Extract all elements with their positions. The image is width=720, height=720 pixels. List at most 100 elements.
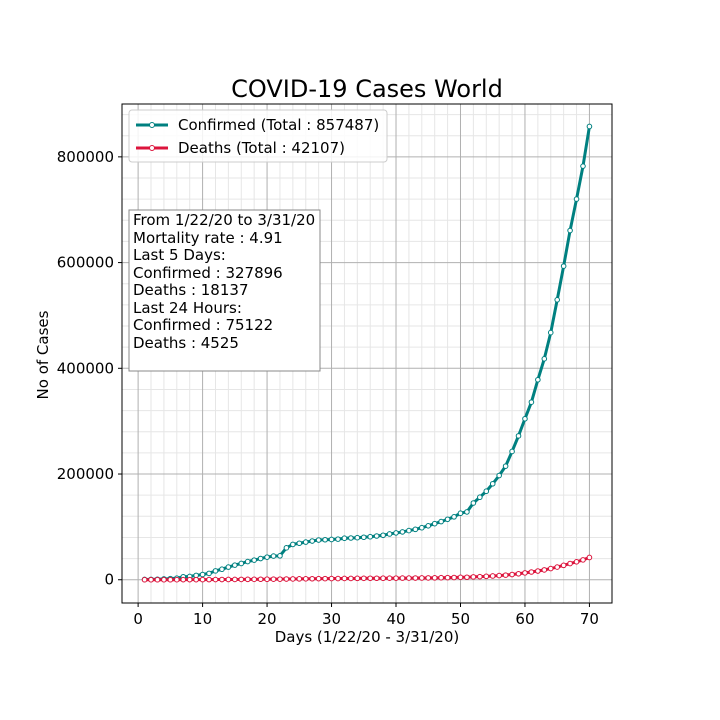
y-tick-label: 400000 — [57, 359, 114, 377]
data-point-confirmed — [399, 529, 406, 535]
legend-box — [128, 109, 388, 163]
data-point-deaths — [399, 575, 406, 581]
data-point-confirmed — [412, 526, 419, 533]
x-tick-label: 20 — [258, 610, 277, 628]
data-point-confirmed — [393, 530, 399, 536]
data-point-deaths — [444, 574, 451, 581]
data-point-confirmed — [270, 553, 277, 559]
data-point-confirmed — [470, 500, 477, 506]
data-point-confirmed — [554, 297, 561, 303]
data-point-confirmed — [283, 545, 290, 551]
legend-marker-confirmed — [149, 122, 155, 128]
series-confirmed — [141, 123, 593, 583]
x-tick-label: 60 — [515, 610, 534, 628]
x-tick-label: 50 — [451, 610, 470, 628]
data-point-confirmed — [406, 527, 412, 534]
data-point-deaths — [425, 575, 432, 581]
data-point-deaths — [206, 576, 212, 583]
data-point-confirmed — [380, 532, 386, 539]
data-point-deaths — [348, 575, 354, 582]
info-line-mortality-rate: Mortality rate : 4.91 — [133, 229, 283, 247]
data-point-deaths — [431, 575, 438, 581]
data-point-deaths — [296, 576, 303, 582]
data-point-deaths — [580, 557, 586, 563]
data-point-deaths — [573, 559, 580, 565]
data-point-deaths — [586, 554, 593, 561]
data-point-confirmed — [348, 535, 354, 541]
data-point-confirmed — [451, 514, 457, 520]
series-layer — [141, 123, 593, 583]
info-line-last-24-hours-confirmed: Confirmed : 75122 — [133, 316, 273, 334]
data-point-confirmed — [373, 533, 380, 539]
data-point-confirmed — [328, 536, 335, 543]
data-point-deaths — [251, 576, 257, 583]
data-point-confirmed — [425, 523, 432, 529]
legend-marker-deaths — [149, 145, 155, 151]
data-point-deaths — [451, 574, 457, 581]
x-tick-label: 70 — [580, 610, 599, 628]
data-point-deaths — [509, 571, 515, 578]
data-point-deaths — [302, 576, 309, 582]
axes-frame — [121, 103, 613, 604]
x-tick-label: 10 — [193, 610, 212, 628]
data-point-confirmed — [199, 571, 206, 578]
data-point-deaths — [483, 573, 490, 580]
data-point-confirmed — [580, 163, 586, 169]
legend: Confirmed (Total : 857487) Deaths (Total… — [128, 109, 388, 163]
data-point-confirmed — [547, 329, 554, 336]
x-tick-label: 0 — [133, 610, 143, 628]
data-point-confirmed — [212, 568, 219, 574]
data-point-confirmed — [541, 356, 548, 362]
data-point-deaths — [560, 562, 567, 569]
data-point-confirmed — [264, 554, 270, 560]
data-point-deaths — [380, 575, 386, 582]
data-point-confirmed — [567, 227, 573, 234]
data-point-confirmed — [225, 564, 232, 570]
data-point-deaths — [232, 576, 238, 583]
data-point-confirmed — [464, 509, 470, 515]
data-point-confirmed — [586, 123, 593, 130]
data-point-confirmed — [251, 557, 257, 563]
data-point-confirmed — [509, 448, 515, 455]
info-box-frame — [128, 209, 321, 372]
data-point-deaths — [167, 576, 174, 583]
data-point-confirmed — [244, 558, 251, 565]
data-point-confirmed — [354, 534, 361, 541]
data-point-deaths — [174, 576, 180, 583]
data-point-confirmed — [573, 196, 580, 202]
data-point-deaths — [328, 575, 335, 582]
data-point-deaths — [457, 574, 464, 581]
data-point-deaths — [322, 575, 328, 582]
data-point-deaths — [535, 568, 541, 574]
info-line-last-5-days-deaths: Deaths : 18137 — [133, 281, 248, 299]
data-point-confirmed — [483, 488, 490, 495]
data-point-confirmed — [496, 472, 502, 479]
data-point-confirmed — [238, 560, 245, 567]
data-point-confirmed — [232, 562, 238, 568]
legend-label-confirmed: Confirmed (Total : 857487) — [178, 116, 379, 134]
legend-label-deaths: Deaths (Total : 42107) — [178, 139, 345, 157]
info-box: From 1/22/20 to 3/31/20 Mortality rate :… — [128, 209, 321, 372]
data-point-deaths — [522, 570, 528, 576]
data-point-confirmed — [257, 555, 264, 562]
data-point-deaths — [567, 560, 573, 567]
data-point-confirmed — [535, 376, 541, 383]
data-point-confirmed — [309, 538, 316, 544]
x-tick-label: 40 — [386, 610, 405, 628]
data-point-confirmed — [206, 570, 212, 577]
data-point-deaths — [309, 575, 316, 582]
data-point-deaths — [277, 576, 283, 582]
data-point-deaths — [541, 567, 548, 573]
data-point-deaths — [244, 576, 251, 583]
data-point-confirmed — [431, 520, 438, 527]
data-point-deaths — [393, 575, 399, 581]
data-point-confirmed — [522, 415, 528, 422]
data-point-deaths — [238, 576, 245, 583]
y-tick-label: 600000 — [57, 254, 114, 272]
data-point-deaths — [406, 575, 412, 581]
data-point-confirmed — [444, 516, 451, 523]
data-point-confirmed — [219, 566, 225, 573]
data-point-confirmed — [502, 463, 509, 469]
data-point-deaths — [515, 570, 522, 577]
